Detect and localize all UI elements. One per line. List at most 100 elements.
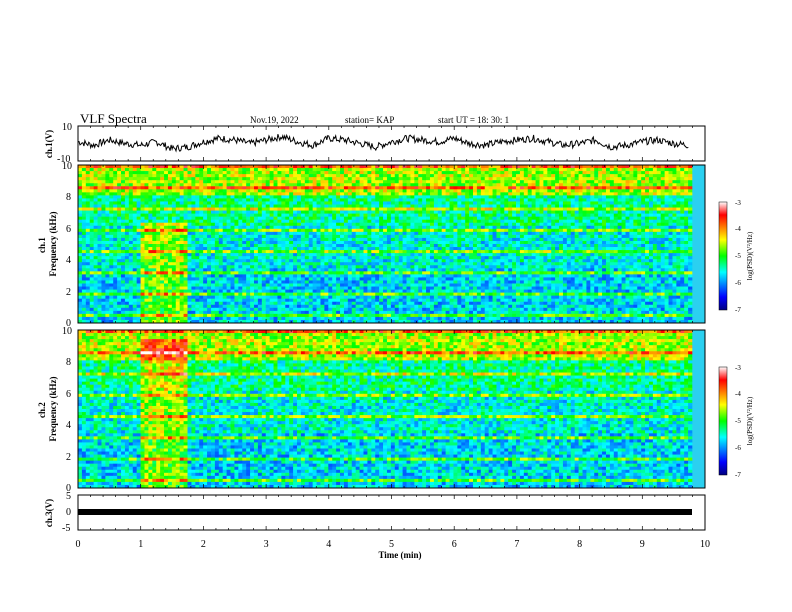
spectrogram-cell [246, 225, 251, 230]
spectrogram-cell [582, 253, 587, 257]
spectrogram-cell [445, 247, 450, 251]
spectrogram-cell [656, 256, 662, 260]
spectrogram-cell [375, 216, 380, 220]
spectrogram-cell [93, 259, 98, 263]
spectrogram-cell [367, 168, 372, 172]
spectrogram-cell [379, 201, 384, 205]
spectrogram-cell [304, 165, 310, 169]
spectrogram-cell [414, 250, 419, 254]
spectrogram-cell [230, 216, 235, 220]
spectrogram-cell [183, 186, 188, 190]
spectrogram-cell [355, 213, 360, 217]
spectrogram-cell [668, 204, 673, 208]
spectrogram-cell [265, 165, 270, 169]
spectrogram-cell [293, 237, 298, 242]
spectrogram-cell [433, 219, 439, 224]
spectrogram-cell [660, 171, 665, 175]
spectrogram-cell [449, 210, 454, 214]
spectrogram-cell [156, 222, 161, 227]
spectrogram-cell [492, 216, 497, 220]
spectrogram-cell [167, 253, 173, 257]
spectrogram-cell [117, 207, 122, 211]
spectrogram-cell [250, 231, 255, 236]
spectrogram-cell [351, 259, 356, 263]
spectrogram-cell [140, 247, 145, 251]
spectrogram-cell [179, 219, 184, 224]
spectrogram-cell [625, 189, 630, 193]
spectrogram-cell [359, 165, 364, 169]
spectrogram-cell [418, 180, 423, 184]
spectrogram-cell [512, 189, 517, 193]
spectrogram-cell [297, 174, 302, 178]
spectrogram-cell [230, 189, 235, 193]
spectrogram-cell [551, 244, 556, 248]
spectrogram-cell [437, 225, 443, 230]
spectrogram-cell [222, 247, 227, 251]
spectrogram-cell [500, 189, 505, 193]
spectrogram-cell [273, 183, 278, 187]
spectrogram-cell [570, 198, 575, 202]
spectrogram-cell [648, 177, 654, 181]
spectrogram-cell [340, 244, 345, 248]
spectrogram-cell [594, 234, 599, 239]
spectrogram-cell [218, 259, 223, 263]
spectrogram-cell [328, 222, 333, 227]
spectrogram-cell [664, 180, 669, 184]
spectrogram-cell [492, 201, 497, 205]
spectrogram-cell [594, 244, 599, 248]
spectrogram-cell [461, 195, 466, 199]
spectrogram-cell [199, 186, 204, 190]
spectrogram-cell [664, 237, 669, 242]
spectrogram-cell [500, 177, 505, 181]
spectrogram-cell [355, 168, 360, 172]
spectrogram-cell [160, 168, 165, 172]
spectrogram-cell [179, 253, 184, 257]
spectrogram-cell [398, 183, 403, 187]
spectrogram-cell [492, 237, 497, 242]
spectrogram-cell [230, 250, 235, 254]
spectrogram-cell [297, 234, 302, 239]
spectrogram-cell [535, 250, 540, 254]
spectrogram-cell [566, 228, 572, 233]
spectrogram-cell [566, 177, 572, 181]
spectrogram-cell [594, 250, 599, 254]
spectrogram-cell [312, 234, 317, 239]
spectrogram-cell [289, 180, 294, 184]
spectrogram-cell [93, 186, 98, 190]
spectrogram-cell [492, 183, 497, 187]
spectrogram-cell [664, 183, 669, 187]
spectrogram-cell [320, 228, 325, 233]
spectrogram-cell [328, 168, 333, 172]
spectrogram-cell [312, 210, 317, 214]
spectrogram-cell [203, 204, 208, 208]
spectrogram-cell [500, 219, 505, 224]
spectrogram-cell [253, 219, 259, 224]
spectrogram-cell [527, 250, 532, 254]
spectrogram-cell [406, 228, 411, 233]
spectrogram-cell [504, 183, 509, 187]
spectrogram-cell [496, 174, 501, 178]
spectrogram-cell [531, 216, 536, 220]
spectrogram-cell [516, 186, 521, 190]
spectrogram-cell [402, 186, 407, 190]
spectrogram-cell [113, 250, 118, 254]
spectrogram-cell [609, 213, 615, 217]
spectrogram-cell [633, 237, 638, 242]
spectrogram-cell [527, 222, 532, 227]
spectrogram-cell [472, 253, 478, 257]
spectrogram-cell [519, 183, 525, 187]
spectrogram-cell [328, 228, 333, 233]
spectrogram-cell [684, 219, 689, 224]
spectrogram-cell [566, 213, 572, 217]
spectrogram-cell [617, 195, 622, 199]
spectrogram-cell [594, 228, 599, 233]
spectrogram-cell [214, 219, 220, 224]
spectrogram-cell [277, 216, 282, 220]
spectrogram-cell [429, 174, 435, 178]
spectrogram-cell [390, 186, 396, 190]
spectrogram-cell [402, 219, 407, 224]
spectrogram-cell [273, 259, 278, 263]
spectrogram-cell [547, 247, 552, 251]
spectrogram-cell [383, 219, 388, 224]
spectrogram-cell [207, 174, 212, 178]
